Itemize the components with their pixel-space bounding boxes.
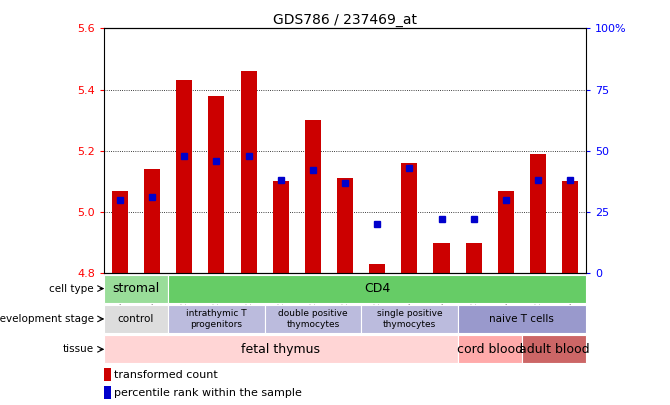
Bar xyxy=(466,243,482,273)
FancyBboxPatch shape xyxy=(458,335,522,363)
Bar xyxy=(530,154,546,273)
Bar xyxy=(144,169,160,273)
Text: naive T cells: naive T cells xyxy=(490,314,554,324)
Text: percentile rank within the sample: percentile rank within the sample xyxy=(114,388,302,398)
Text: double positive
thymocytes: double positive thymocytes xyxy=(278,309,348,328)
FancyBboxPatch shape xyxy=(104,305,168,333)
Bar xyxy=(305,120,321,273)
Bar xyxy=(208,96,224,273)
Text: adult blood: adult blood xyxy=(519,343,590,356)
Bar xyxy=(337,179,353,273)
Bar xyxy=(401,163,417,273)
Title: GDS786 / 237469_at: GDS786 / 237469_at xyxy=(273,13,417,27)
Bar xyxy=(104,368,111,381)
Bar xyxy=(273,181,289,273)
FancyBboxPatch shape xyxy=(168,275,586,303)
Text: tissue: tissue xyxy=(63,344,94,354)
Bar xyxy=(433,243,450,273)
FancyBboxPatch shape xyxy=(522,335,586,363)
Text: single positive
thymocytes: single positive thymocytes xyxy=(377,309,442,328)
Text: intrathymic T
progenitors: intrathymic T progenitors xyxy=(186,309,247,328)
Text: transformed count: transformed count xyxy=(114,370,218,380)
Text: CD4: CD4 xyxy=(364,282,391,295)
Text: development stage: development stage xyxy=(0,314,94,324)
Bar xyxy=(498,191,514,273)
FancyBboxPatch shape xyxy=(361,305,458,333)
Bar xyxy=(241,71,257,273)
Text: cord blood: cord blood xyxy=(457,343,523,356)
Bar xyxy=(562,181,578,273)
FancyBboxPatch shape xyxy=(104,335,458,363)
FancyBboxPatch shape xyxy=(265,305,361,333)
Text: fetal thymus: fetal thymus xyxy=(241,343,320,356)
Bar xyxy=(104,386,111,399)
Text: control: control xyxy=(118,314,154,324)
Bar xyxy=(176,81,192,273)
FancyBboxPatch shape xyxy=(458,305,586,333)
Text: stromal: stromal xyxy=(113,282,159,295)
FancyBboxPatch shape xyxy=(104,275,168,303)
FancyBboxPatch shape xyxy=(168,305,265,333)
Bar xyxy=(369,264,385,273)
Bar xyxy=(112,191,128,273)
Text: cell type: cell type xyxy=(49,284,94,294)
